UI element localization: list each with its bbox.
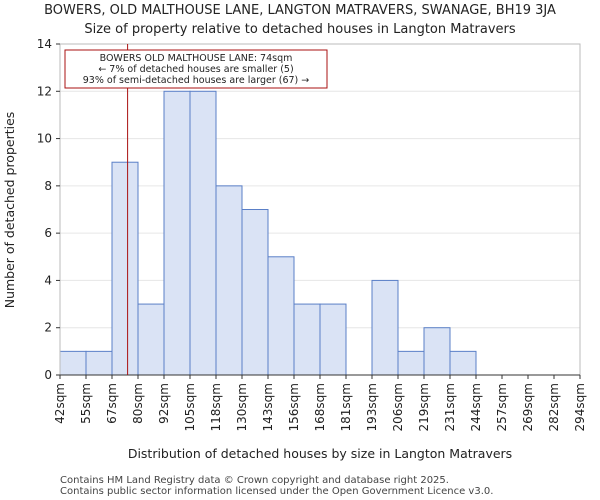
bar-42sqm [59,350,87,376]
bar-67sqm [111,161,139,376]
bar-118sqm [215,185,243,376]
property-marker: BOWERS OLD MALTHOUSE LANE: 74sqm← 7% of … [64,44,328,375]
x-tick-label-3: 80sqm [131,383,145,424]
x-tick-label-16: 244sqm [469,383,483,431]
bar-219sqm [423,327,451,376]
bar-206sqm [397,350,425,376]
x-tick-label-1: 55sqm [79,383,93,424]
x-axis-label: Distribution of detached houses by size … [128,446,512,461]
annotation-line-2: ← 7% of detached houses are smaller (5) [98,64,293,75]
x-tick-label-8: 143sqm [261,383,275,431]
bar-55sqm [85,350,113,376]
annotation-line-3: 93% of semi-detached houses are larger (… [83,75,310,86]
x-tick-label-11: 181sqm [339,383,353,431]
y-tick-label-5: 10 [37,132,52,146]
x-tick-label-6: 118sqm [209,383,223,431]
x-tick-label-5: 105sqm [183,383,197,431]
x-tick-label-18: 269sqm [521,383,535,431]
x-tick-label-2: 67sqm [105,383,119,424]
x-tick-label-4: 92sqm [157,383,171,424]
bar-156sqm [293,303,321,376]
bar-92sqm [163,90,191,376]
x-tick-label-12: 193sqm [365,383,379,431]
x-tick-label-7: 130sqm [235,383,249,431]
bar-143sqm [267,256,295,376]
annotation-line-1: BOWERS OLD MALTHOUSE LANE: 74sqm [100,53,293,64]
y-axis-label: Number of detached properties [2,112,17,309]
x-tick-label-17: 257sqm [495,383,509,431]
x-tick-label-10: 168sqm [313,383,327,431]
footer-line-1: Contains HM Land Registry data © Crown c… [60,475,449,486]
y-tick-label-6: 12 [37,84,52,98]
bar-130sqm [241,209,269,376]
y-tick-label-1: 2 [44,321,52,335]
x-tick-label-20: 294sqm [573,383,587,431]
x-tick-label-9: 156sqm [287,383,301,431]
bar-193sqm [371,279,399,376]
bars [59,90,477,376]
y-tick-label-0: 0 [44,368,52,382]
x-ticks: 42sqm 55sqm 67sqm 80sqm 92sqm 105sqm 118sqm 130… [53,375,587,431]
y-tick-label-2: 4 [44,273,52,287]
x-tick-label-19: 282sqm [547,383,561,431]
x-tick-label-13: 206sqm [391,383,405,431]
bar-105sqm [189,90,217,376]
y-tick-label-3: 6 [44,226,52,240]
chart-title: BOWERS, OLD MALTHOUSE LANE, LANGTON MATR… [44,3,556,18]
x-tick-label-15: 231sqm [443,383,457,431]
bar-231sqm [449,350,477,376]
annotation-box [64,49,328,89]
footer-line-2: Contains public sector information licen… [60,486,493,497]
x-tick-label-0: 42sqm [53,383,67,424]
bar-80sqm [137,303,165,376]
bar-168sqm [319,303,347,376]
y-tick-label-4: 8 [44,179,52,193]
x-tick-label-14: 219sqm [417,383,431,431]
y-tick-label-7: 14 [37,37,52,51]
chart-subtitle: Size of property relative to detached ho… [84,22,516,37]
y-ticks: 0 2 4 6 8 10 12 14 [37,37,60,382]
